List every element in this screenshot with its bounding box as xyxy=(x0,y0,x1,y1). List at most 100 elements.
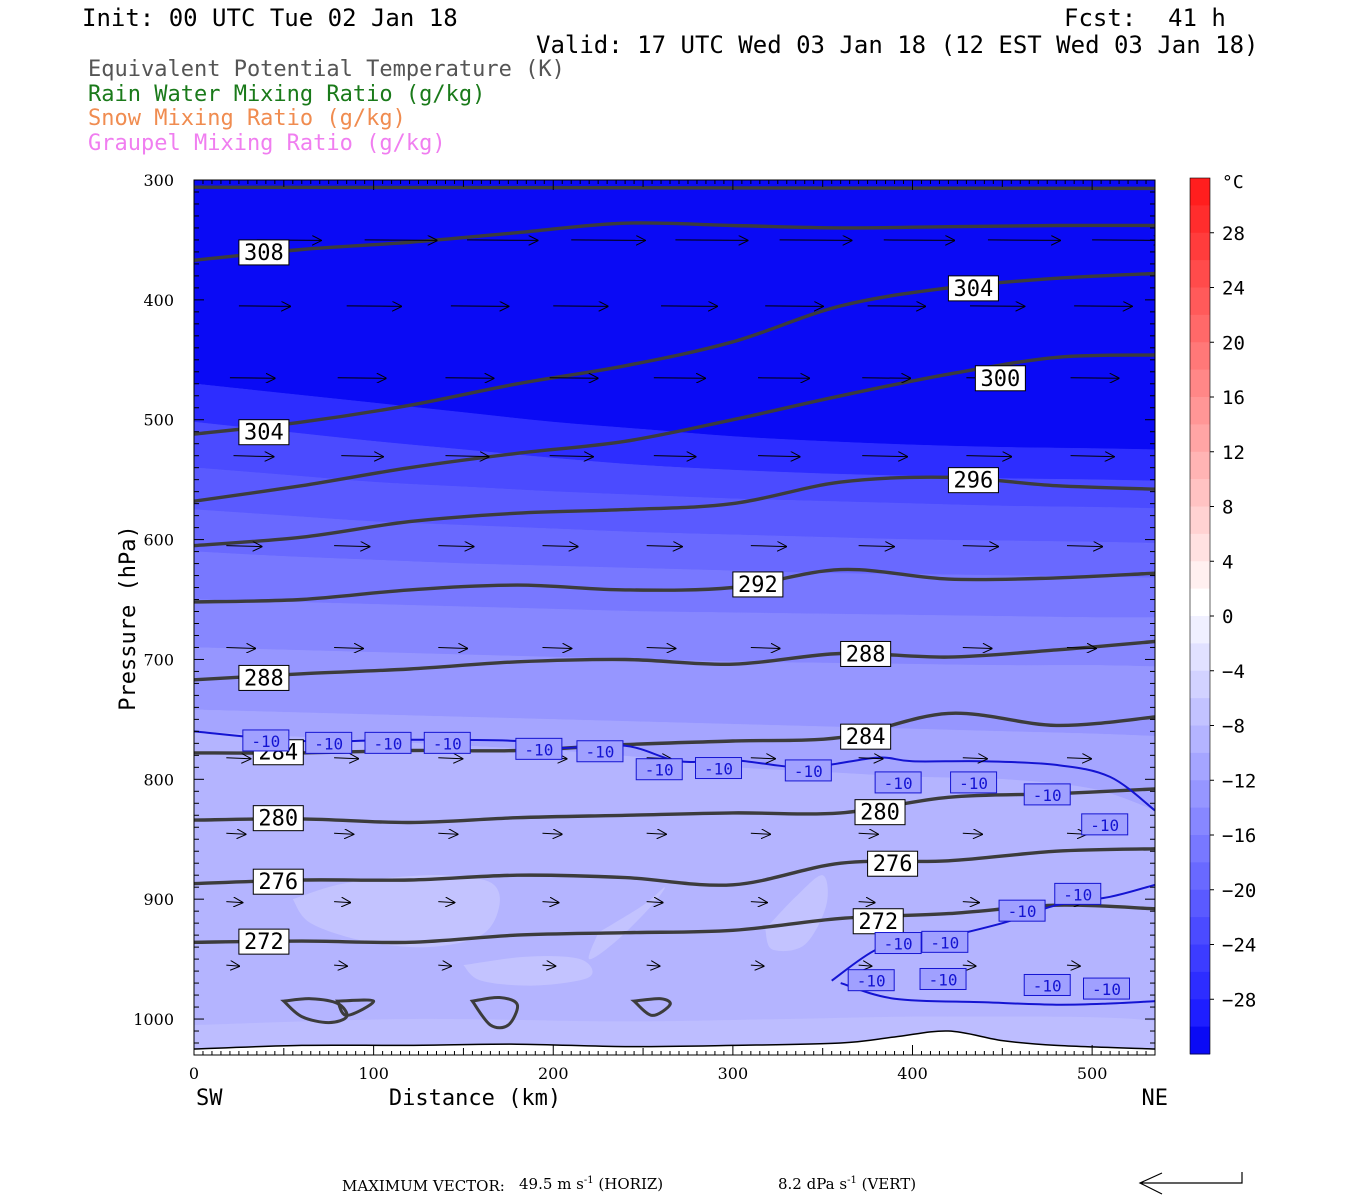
wind-vector xyxy=(966,456,1011,457)
theta-e-closed xyxy=(630,997,672,1017)
x-tick-label: 500 xyxy=(1077,1064,1108,1083)
theta-e-292 xyxy=(194,567,1155,604)
wind-vector xyxy=(226,546,261,547)
colorbar-label: −20 xyxy=(1222,880,1256,902)
isotherm-label: -10 xyxy=(1092,980,1121,999)
x-endpoint-left: SW xyxy=(196,1086,223,1111)
isotherm-label: -10 xyxy=(586,743,615,762)
colorbar-bin xyxy=(1190,451,1210,480)
y-tick-label: 400 xyxy=(143,291,174,310)
colorbar-bin xyxy=(1190,1026,1210,1055)
temp-patch xyxy=(292,874,500,948)
wind-vector xyxy=(858,965,872,966)
theta-e-label: 296 xyxy=(954,469,994,494)
theta-e-label-box xyxy=(238,664,290,691)
y-tick-label: 800 xyxy=(143,770,174,789)
wind-vector xyxy=(862,456,907,457)
theta-e-label-box xyxy=(238,419,290,446)
isotherm-label: -10 xyxy=(433,734,462,753)
colorbar-label: −24 xyxy=(1222,935,1256,957)
wind-vector xyxy=(750,833,770,834)
colorbar-label: −16 xyxy=(1222,825,1256,847)
max-vector-vert: 8.2 dPa s-1 (VERT) xyxy=(778,1175,916,1193)
isotherm-label-box xyxy=(1081,813,1129,836)
isotherm-label: -10 xyxy=(1033,976,1062,995)
wind-vectors xyxy=(226,240,1155,966)
wind-vector xyxy=(438,965,451,966)
y-tick-label: 900 xyxy=(143,890,174,909)
isotherm-label: -10 xyxy=(794,762,823,781)
colorbar-bin xyxy=(1190,588,1210,617)
legend-theta-e: Equivalent Potential Temperature (K) xyxy=(88,57,565,82)
theta-e-label: 300 xyxy=(980,367,1020,392)
colorbar-bin xyxy=(1190,725,1210,754)
colorbar-bin xyxy=(1190,670,1210,699)
y-tick-label: 600 xyxy=(143,531,174,550)
colorbar-label: 0 xyxy=(1222,606,1233,628)
colorbar-bin xyxy=(1190,314,1210,343)
theta-e-label-box xyxy=(840,640,892,667)
theta-e-label-box xyxy=(252,805,304,832)
wind-vector xyxy=(226,902,242,903)
max-vector-horiz-exp: -1 xyxy=(583,1175,594,1186)
theta-e-label: 288 xyxy=(846,642,886,667)
wind-vector xyxy=(229,378,275,379)
colorbar: °C 28 24 20 16 12 8 4 0 −4 −8 −12 −16 −20 −24 −28 xyxy=(1189,172,1256,1055)
wind-vector xyxy=(334,758,358,759)
isotherm-label: -10 xyxy=(374,734,403,753)
max-vector-horiz-unit: m s xyxy=(557,1175,584,1193)
colorbar-bin xyxy=(1190,780,1210,809)
theta-e-label: 284 xyxy=(846,725,886,750)
isotherm-label: -10 xyxy=(857,972,886,991)
wind-vector xyxy=(445,456,488,457)
wind-vector xyxy=(334,902,350,903)
theta-e-label-box xyxy=(854,799,906,826)
wind-vector xyxy=(438,647,467,648)
colorbar-bin xyxy=(1190,506,1210,535)
y-tick-label: 300 xyxy=(143,171,174,190)
wind-vector xyxy=(542,833,561,834)
isotherm-label-box xyxy=(635,758,683,781)
colorbar-label: 16 xyxy=(1222,387,1245,409)
wind-vector xyxy=(542,647,571,648)
theta-e-label-box xyxy=(947,275,999,302)
wind-vector xyxy=(571,240,645,241)
max-vector-vert-value: 8.2 xyxy=(778,1175,802,1193)
wind-vector xyxy=(858,902,875,903)
reference-vector-arrow xyxy=(1138,1172,1243,1195)
isotherm-label-box xyxy=(921,930,969,953)
y-tick-label: 1000 xyxy=(133,1010,174,1029)
isotherm-label: -10 xyxy=(1008,902,1037,921)
theta-e-label: 276 xyxy=(258,870,298,895)
wind-vector xyxy=(233,456,274,457)
theta-e-label: 292 xyxy=(738,573,778,598)
isotherm-label-box xyxy=(695,757,743,780)
theta-e-label-box xyxy=(947,467,999,494)
x-tick-label: 0 xyxy=(189,1064,199,1083)
wind-vector xyxy=(438,833,457,834)
plot-frame xyxy=(193,179,1156,1056)
colorbar-bin xyxy=(1190,889,1210,918)
max-vector-vert-tag: (VERT) xyxy=(861,1175,917,1193)
wind-vector xyxy=(553,306,607,307)
theta-e-label-box xyxy=(867,850,919,877)
axes: 300 400 500 600 700 800 900 1000 0 100 200 300 400 50… xyxy=(116,171,1168,1111)
wind-vector xyxy=(867,306,926,307)
colorbar-bin xyxy=(1190,835,1210,863)
theta-e-closed xyxy=(334,998,376,1017)
wind-vector xyxy=(334,647,363,648)
wind-vector xyxy=(1066,546,1102,547)
isotherm-label: -10 xyxy=(1033,786,1062,805)
temp-patch xyxy=(765,875,828,952)
colorbar-label: 24 xyxy=(1222,278,1245,300)
colorbar-bin xyxy=(1190,807,1210,836)
wind-vector xyxy=(1074,306,1132,307)
wind-vector xyxy=(337,378,386,379)
colorbar-bin xyxy=(1190,917,1210,945)
wind-vector xyxy=(646,546,682,547)
theta-e-closed xyxy=(469,995,520,1030)
wind-vector xyxy=(750,546,786,547)
x-tick-label: 400 xyxy=(897,1064,928,1083)
x-endpoint-right: NE xyxy=(1142,1086,1169,1111)
